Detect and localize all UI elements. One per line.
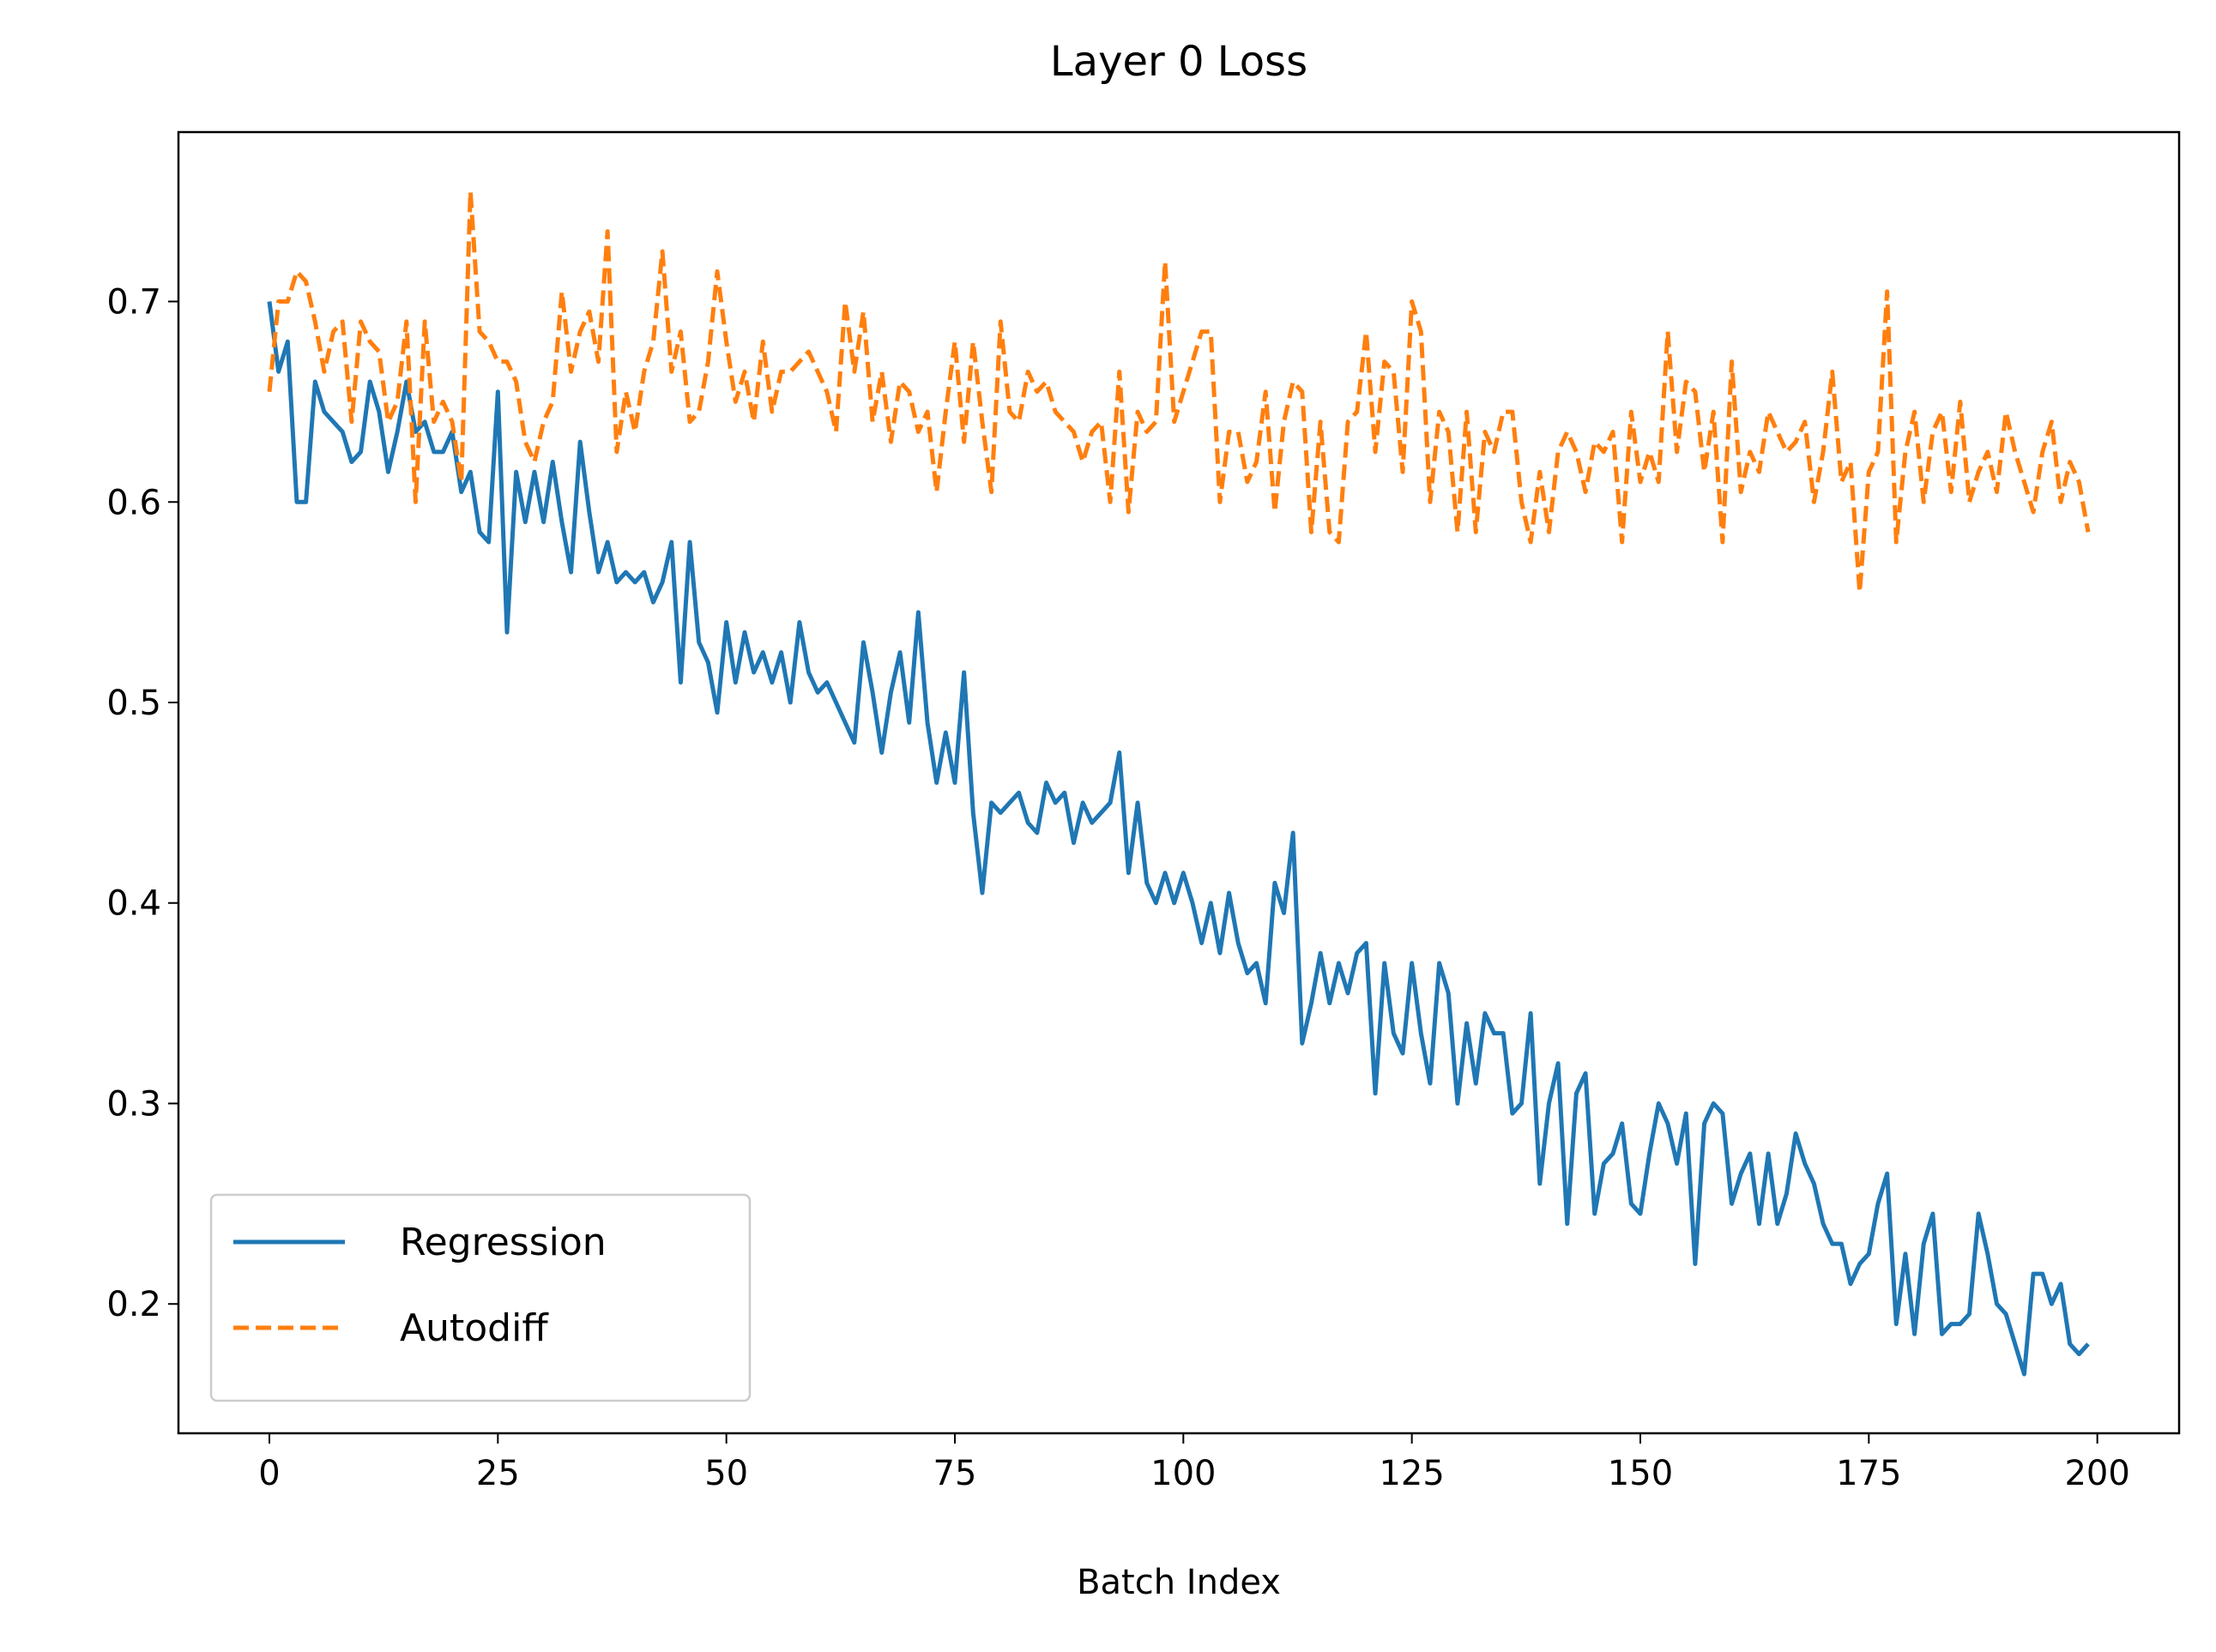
- x-tick-label: 75: [933, 1454, 977, 1493]
- y-tick-label: 0.6: [106, 483, 161, 522]
- line-series: [267, 189, 2091, 594]
- x-tick-label: 150: [1608, 1454, 1673, 1493]
- legend-label: Autodiff: [400, 1306, 549, 1350]
- line-series: [267, 301, 2090, 1377]
- plot-frame: [177, 130, 2181, 1435]
- x-tick-label: 0: [258, 1454, 280, 1493]
- x-tick-label: 200: [2064, 1454, 2129, 1493]
- x-tick-label: 125: [1379, 1454, 1444, 1493]
- legend: Regression Autodiff: [209, 1193, 752, 1402]
- chart-title: Layer 0 Loss: [1050, 38, 1307, 86]
- y-tick-label: 0.7: [106, 283, 161, 323]
- legend-label: Regression: [400, 1221, 607, 1264]
- legend-box: [209, 1193, 752, 1402]
- y-tick-label: 0.4: [106, 884, 161, 924]
- y-tick-label: 0.3: [106, 1084, 161, 1124]
- y-tick-label: 0.5: [106, 684, 161, 723]
- x-tick-label: 100: [1150, 1454, 1216, 1493]
- x-tick-label: 25: [476, 1454, 520, 1493]
- x-tick-label: 50: [704, 1454, 748, 1493]
- y-tick-label: 0.2: [106, 1285, 161, 1324]
- x-tick-label: 175: [1836, 1454, 1901, 1493]
- x-axis-label: Batch Index: [1077, 1563, 1281, 1602]
